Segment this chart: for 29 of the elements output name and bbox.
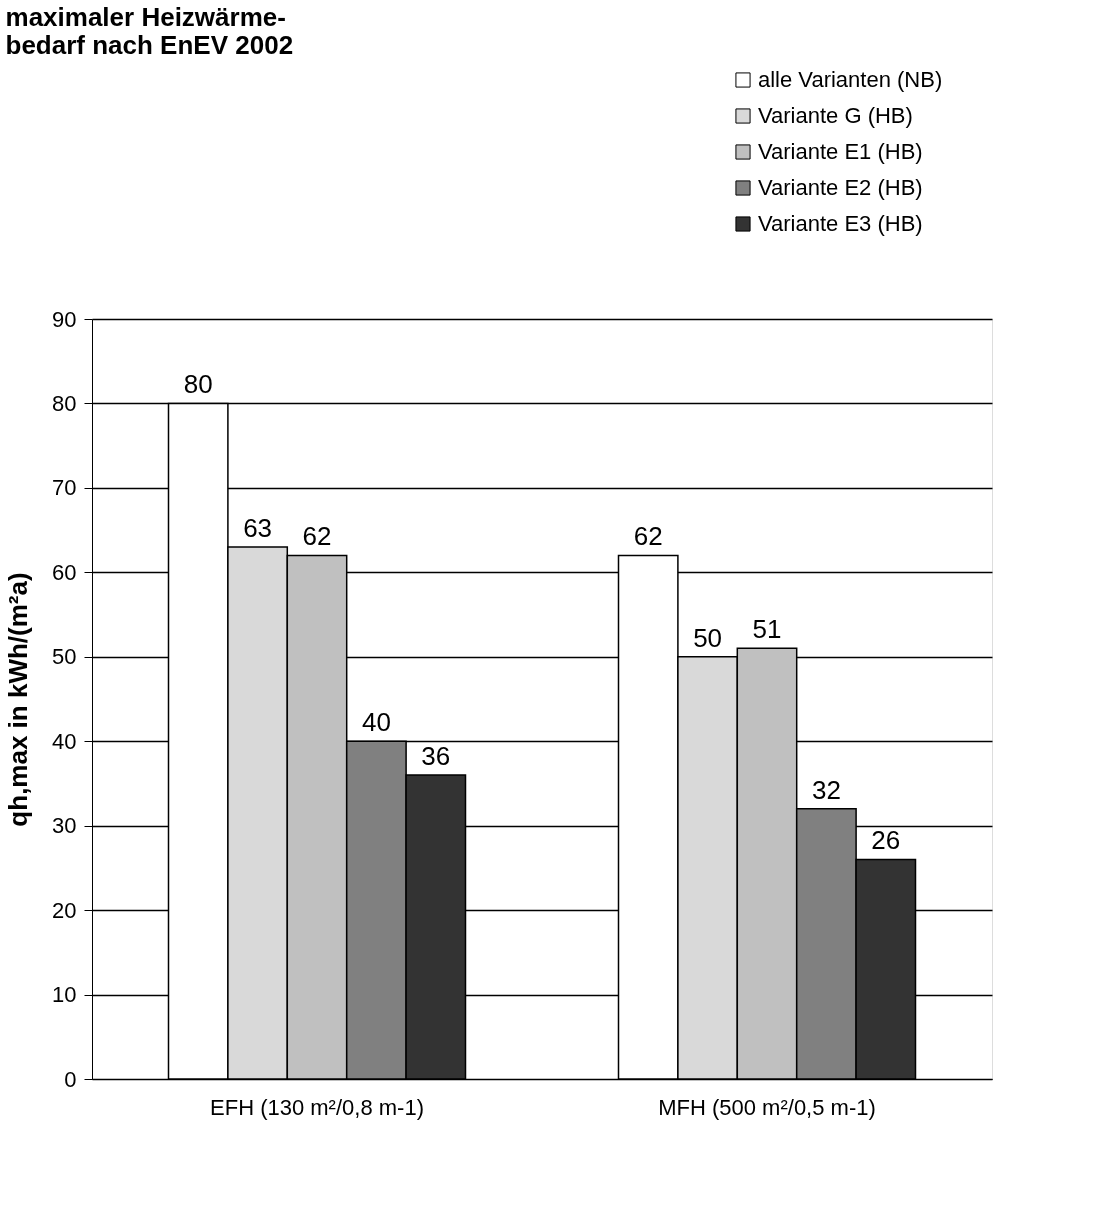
y-axis-title: qh,max in kWh/(m²a) — [3, 572, 34, 827]
x-tick-label: MFH (500 m²/0,5 m-1) — [658, 1094, 876, 1120]
data-label: 40 — [361, 707, 391, 738]
y-tick-label: 30 — [52, 813, 77, 839]
data-label: 63 — [243, 513, 273, 543]
chart-title: maximaler Heizwärme- bedarf nach EnEV 2002 — [5, 2, 294, 60]
data-label: 62 — [633, 521, 663, 552]
data-label: 51 — [752, 614, 782, 645]
data-label: 32 — [811, 774, 841, 805]
y-tick-label: 20 — [52, 897, 77, 923]
y-tick-label: 90 — [52, 306, 77, 332]
legend-label: alle Varianten (NB) — [758, 67, 943, 92]
y-tick-label: 50 — [52, 644, 77, 670]
y-tick-label: 60 — [52, 559, 77, 585]
y-tick-label: 0 — [64, 1066, 77, 1092]
data-label: 62 — [302, 521, 332, 552]
data-label: 50 — [693, 622, 723, 653]
legend-label: Variante G (HB) — [758, 103, 913, 128]
data-label: 36 — [421, 741, 451, 771]
y-tick-label: 80 — [52, 390, 77, 416]
legend-label: Variante E3 (HB) — [758, 211, 923, 236]
data-label: 26 — [871, 825, 901, 856]
data-label: 80 — [183, 369, 213, 400]
y-tick-label: 40 — [52, 728, 77, 754]
y-tick-label: 70 — [52, 475, 77, 501]
x-tick-label: EFH (130 m²/0,8 m-1) — [210, 1094, 424, 1120]
y-tick-label: 10 — [52, 982, 77, 1008]
legend-label: Variante E1 (HB) — [758, 139, 923, 164]
legend-label: Variante E2 (HB) — [758, 175, 923, 200]
